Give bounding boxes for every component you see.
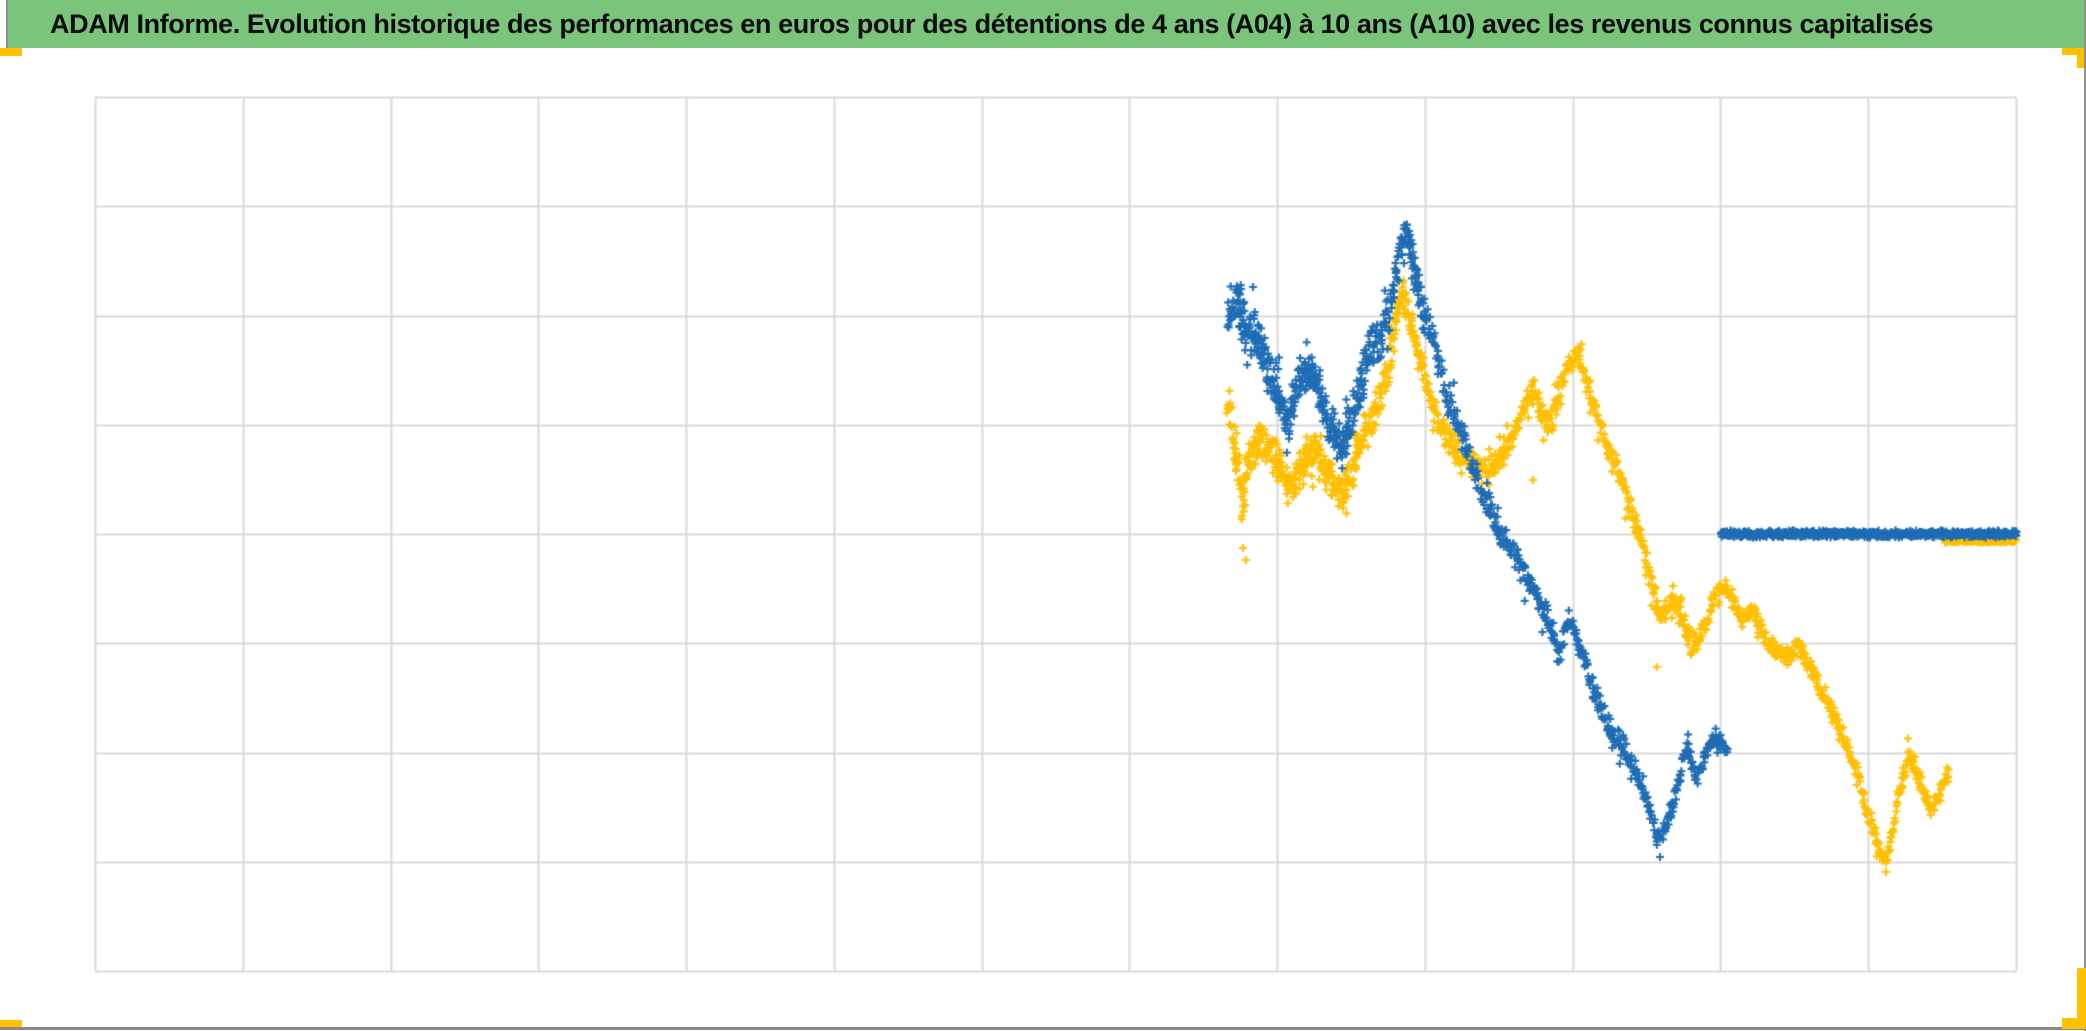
window-right-border <box>2084 0 2086 1031</box>
chart-title: ADAM Informe. Evolution historique des p… <box>50 8 1934 39</box>
chart-title-bar: ADAM Informe. Evolution historique des p… <box>8 0 2084 48</box>
window-bottom-border <box>0 1027 2086 1030</box>
title-bar-left-tick <box>6 0 8 48</box>
